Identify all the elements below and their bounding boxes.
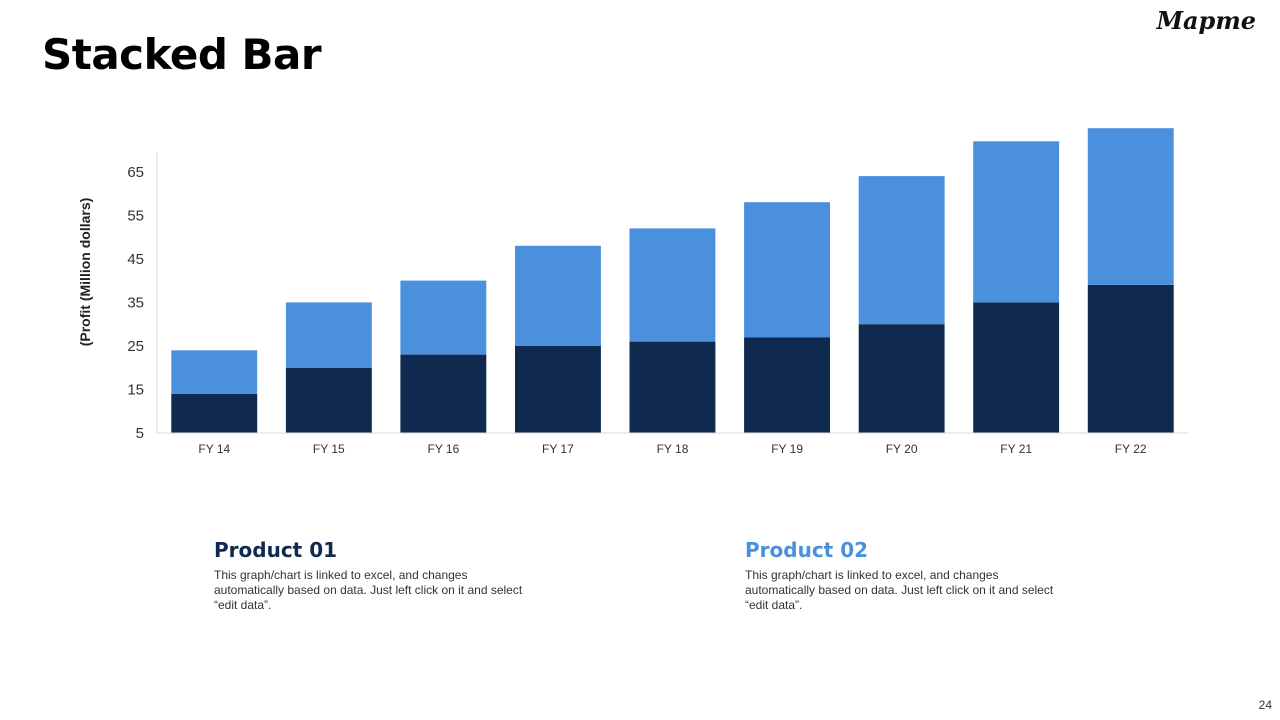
- y-tick-label: 45: [127, 251, 144, 268]
- legend-product-02: Product 02 This graph/chart is linked to…: [745, 538, 1065, 613]
- legend-title: Product 02: [745, 538, 869, 562]
- bar-product-01-fy-19: [744, 337, 830, 433]
- x-axis-ticks: FY 14 FY 15 FY 16 FY 17 FY 18 FY 19 FY 20 FY 21…: [198, 442, 1147, 456]
- y-tick-label: 25: [127, 338, 144, 355]
- bar-product-02-fy-15: [285, 302, 372, 368]
- bar-product-01-fy-17: [515, 345, 601, 433]
- bar-product-02-fy-18: [629, 228, 716, 342]
- x-tick-label: FY 15: [313, 442, 345, 456]
- x-tick-label: FY 20: [886, 442, 918, 456]
- y-tick-label: 55: [127, 207, 144, 224]
- bar-product-01-fy-22: [1087, 285, 1174, 433]
- y-tick-label: 65: [127, 164, 144, 181]
- bar-product-01-fy-15: [285, 367, 372, 433]
- y-axis-label: (Profit (Million dollars): [77, 198, 93, 347]
- bar-product-02-fy-14: [171, 350, 258, 394]
- bar-product-02-fy-17: [515, 245, 601, 346]
- x-tick-label: FY 14: [198, 442, 230, 456]
- legend-description: This graph/chart is linked to excel, and…: [214, 568, 523, 612]
- x-tick-label: FY 22: [1115, 442, 1147, 456]
- bar-product-02-fy-22: [1087, 128, 1174, 285]
- bar-product-02-fy-20: [858, 176, 945, 325]
- y-tick-label: 5: [136, 425, 144, 442]
- legend-description: This graph/chart is linked to excel, and…: [745, 568, 1054, 612]
- x-tick-label: FY 21: [1000, 442, 1032, 456]
- legend-product-01: Product 01 This graph/chart is linked to…: [214, 538, 534, 613]
- x-tick-label: FY 18: [657, 442, 689, 456]
- x-tick-label: FY 17: [542, 442, 574, 456]
- bar-product-01-fy-20: [858, 324, 945, 433]
- page-number: 24: [1258, 698, 1272, 712]
- bar-product-01-fy-14: [171, 393, 258, 433]
- bar-product-02-fy-16: [400, 280, 487, 355]
- bar-product-01-fy-21: [973, 302, 1060, 433]
- y-tick-label: 35: [127, 294, 144, 311]
- bar-product-01-fy-16: [400, 354, 487, 433]
- bar-product-02-fy-19: [744, 202, 830, 338]
- bar-product-01-fy-18: [629, 341, 716, 433]
- legend-title: Product 01: [214, 538, 338, 562]
- y-tick-label: 15: [127, 382, 144, 399]
- x-tick-label: FY 19: [771, 442, 803, 456]
- x-tick-label: FY 16: [427, 442, 459, 456]
- y-axis-ticks: 5 15 25 35 45 55 65: [127, 164, 144, 442]
- brand-logo: Mapme: [1156, 6, 1256, 35]
- slide-title: Stacked Bar: [42, 30, 322, 79]
- bar-product-02-fy-21: [973, 141, 1060, 303]
- chart-bars: [171, 128, 1174, 433]
